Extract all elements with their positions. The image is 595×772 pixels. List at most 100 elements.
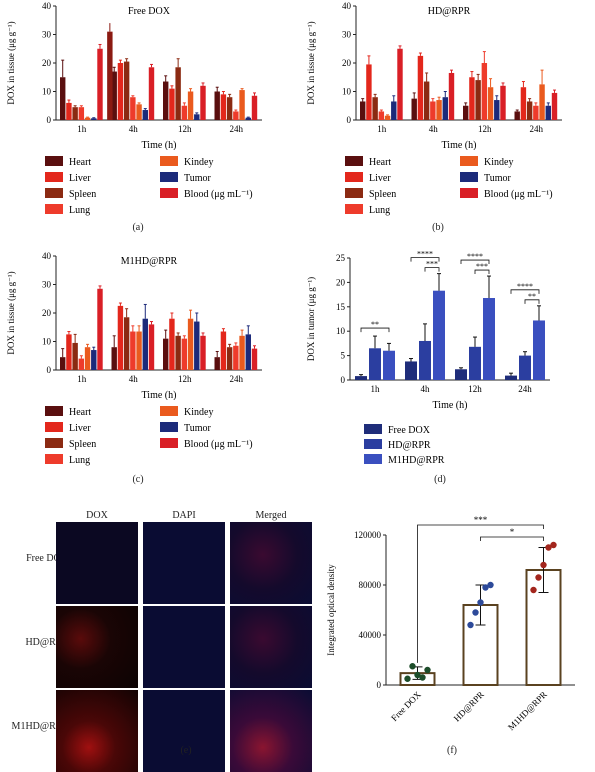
bar <box>148 67 155 120</box>
bar <box>366 64 372 120</box>
y-tick-label: 40000 <box>359 630 382 640</box>
x-tick-label: 4h <box>129 124 139 134</box>
data-point <box>424 666 431 674</box>
bar <box>220 331 227 370</box>
bar <box>169 318 175 370</box>
legend-label: Blood (μg mL⁻¹) <box>184 189 253 200</box>
significance-label: ** <box>371 320 379 329</box>
bar <box>130 97 136 120</box>
legend-label: M1HD@RPR <box>388 455 445 466</box>
y-tick-label: 20 <box>42 308 52 318</box>
y-tick-label: 80000 <box>359 580 382 590</box>
bar <box>142 110 148 120</box>
bar <box>423 81 430 120</box>
x-tick-label: 12h <box>178 124 192 134</box>
micrograph-m1hd-rpr-merged <box>230 690 312 772</box>
bar <box>397 48 403 120</box>
micrograph-m1hd-rpr-dapi <box>143 690 225 772</box>
legend-swatch <box>45 422 63 432</box>
legend-swatch <box>160 438 178 448</box>
bar <box>163 338 169 370</box>
bar <box>469 346 481 380</box>
micrograph-row-free-dox: Free DOX <box>26 553 68 564</box>
significance-label: *** <box>476 262 488 271</box>
bar <box>245 117 251 120</box>
legend-swatch <box>45 156 63 166</box>
y-tick-label: 0 <box>347 115 352 125</box>
y-tick-label: 30 <box>342 30 352 40</box>
x-axis-label: Time (h) <box>142 390 177 400</box>
chart-title: M1HD@RPR <box>121 256 178 267</box>
bar <box>175 67 181 120</box>
data-point <box>530 586 537 594</box>
y-tick-label: 25 <box>336 253 346 263</box>
x-tick-label: 4h <box>421 384 431 394</box>
x-tick-label: 1h <box>371 384 381 394</box>
bar <box>433 290 445 380</box>
bar <box>97 288 103 370</box>
y-axis-label: DOX in tissue (μg g⁻¹) <box>306 21 316 104</box>
bar <box>233 111 239 120</box>
legend-m1hd-rpr: Heart Kindey Liver Tumor Spleen Blood (μg mL⁻… <box>45 406 253 466</box>
bar <box>111 71 117 120</box>
micrograph-hd-rpr-dox <box>56 606 138 688</box>
bar <box>78 358 85 370</box>
legend-swatch <box>45 438 63 448</box>
legend-label: Lung <box>369 205 390 216</box>
x-tick-label: 12h <box>468 384 482 394</box>
bar <box>226 347 233 370</box>
bar <box>148 324 155 370</box>
data-point <box>540 561 547 569</box>
bar <box>383 350 395 380</box>
x-tick-label: 12h <box>178 374 192 384</box>
x-tick-label: 1h <box>77 124 87 134</box>
x-axis-label: Time (h) <box>442 140 477 150</box>
bar <box>533 320 545 380</box>
micrograph-panel: DOX DAPI Merged Free DOX HD@RPR M1HD@RPR <box>0 500 312 772</box>
data-point <box>482 584 489 591</box>
micrograph-free-dox-dapi <box>143 522 225 604</box>
bar <box>500 85 506 120</box>
legend-label: Liver <box>369 173 391 184</box>
significance-label: *** <box>426 260 438 269</box>
legend-label: Liver <box>69 423 91 434</box>
legend-label: Spleen <box>69 439 96 450</box>
bar <box>187 318 194 370</box>
micrograph-hd-rpr-merged <box>230 606 312 688</box>
x-tick-label: 24h <box>518 384 532 394</box>
legend-label: Liver <box>69 173 91 184</box>
y-tick-label: 15 <box>336 302 346 312</box>
bar <box>378 111 385 120</box>
bar <box>117 305 124 370</box>
bar <box>391 101 397 120</box>
legend-swatch <box>160 406 178 416</box>
legend-label: Free DOX <box>388 425 431 436</box>
bar <box>84 117 91 120</box>
bar <box>514 111 520 120</box>
micrograph-row-m1hd-rpr: M1HD@RPR <box>11 721 68 732</box>
y-tick-label: 40 <box>42 251 52 261</box>
bar <box>520 87 527 120</box>
micrograph-row-hd-rpr: HD@RPR <box>25 637 68 648</box>
x-tick-label: M1HD@RPR <box>506 689 549 732</box>
significance-bracket <box>480 536 544 541</box>
bar <box>411 98 417 120</box>
legend-label: Heart <box>69 157 91 168</box>
y-tick-label: 20 <box>336 277 346 287</box>
legend-swatch <box>364 439 382 449</box>
chart-title: Free DOX <box>128 6 171 17</box>
bar <box>142 318 148 370</box>
bar <box>355 376 367 380</box>
bar <box>533 105 539 120</box>
y-tick-label: 5 <box>341 351 346 361</box>
x-tick-label: Free DOX <box>389 689 423 723</box>
bar <box>66 334 72 370</box>
data-point <box>545 544 552 551</box>
bar <box>111 347 117 370</box>
caption-f: (f) <box>447 745 457 756</box>
legend-label: Blood (μg mL⁻¹) <box>484 189 553 200</box>
micrograph-col-merged: Merged <box>255 510 287 521</box>
micrograph-free-dox-dox <box>56 522 138 604</box>
bar <box>463 105 469 120</box>
